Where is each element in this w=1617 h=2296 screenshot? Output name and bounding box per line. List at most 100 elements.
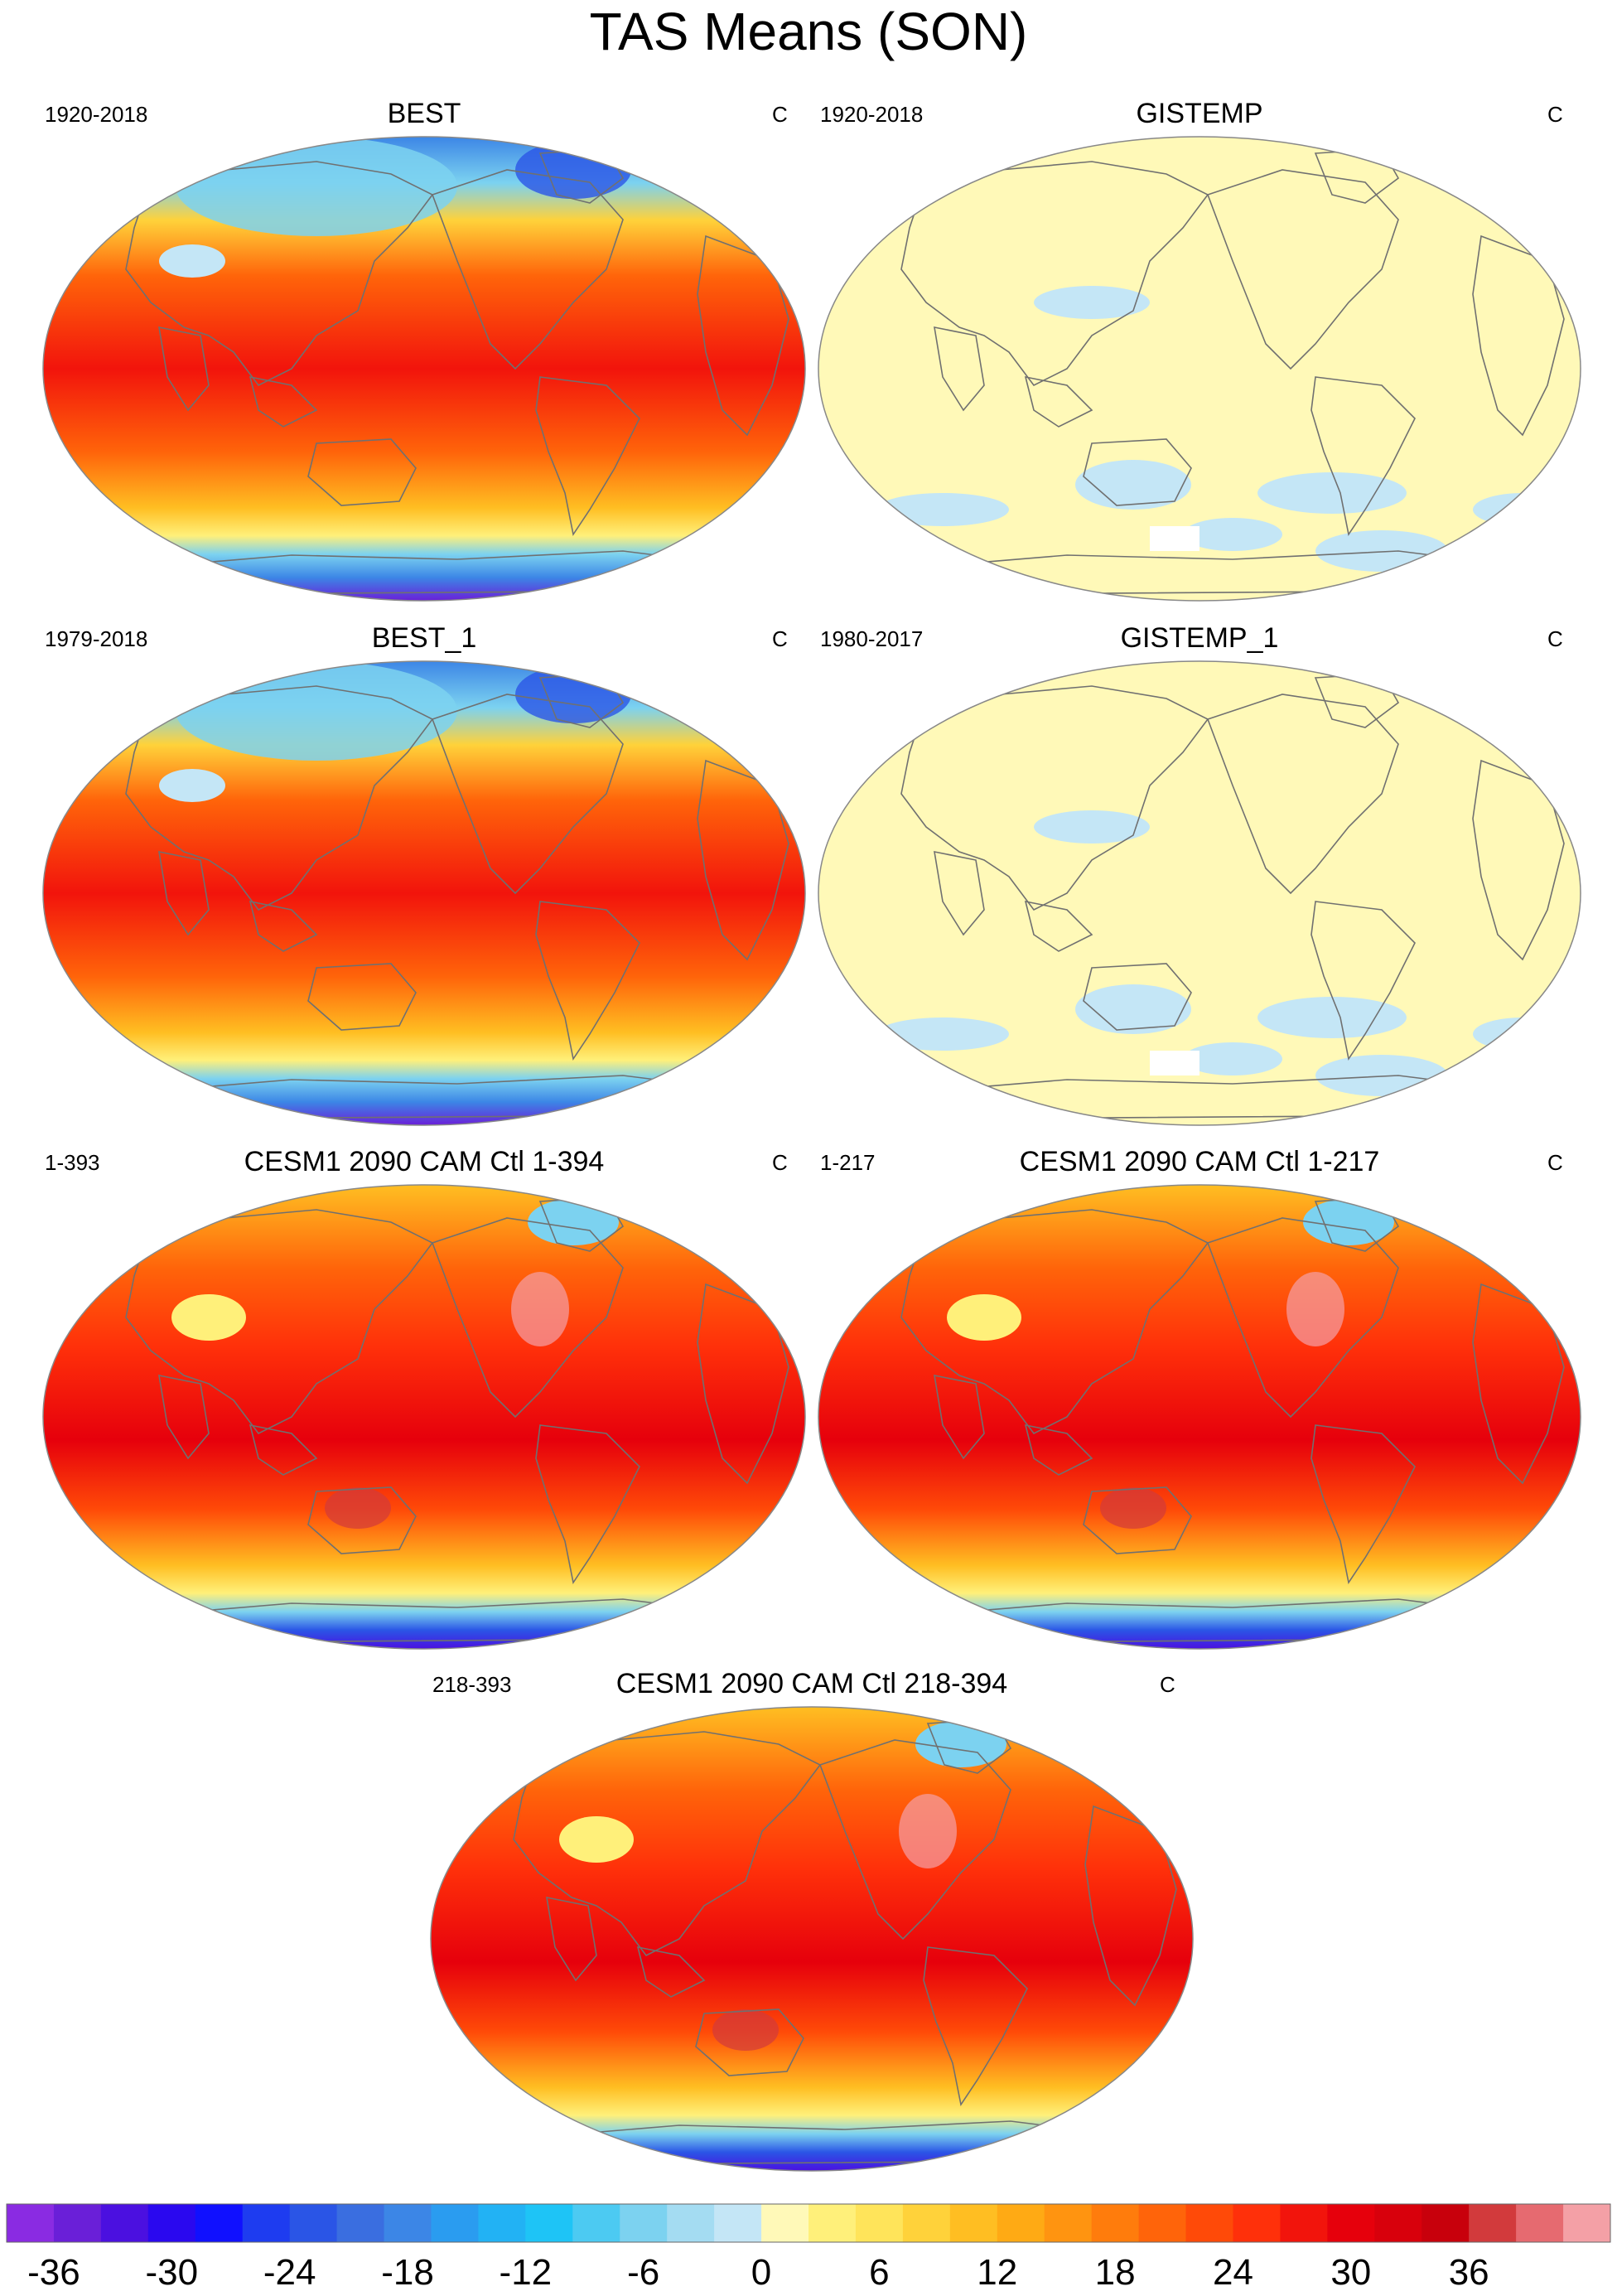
coastline-samerica: [923, 1946, 1028, 2107]
colorbar-swatch: [53, 2204, 102, 2242]
colorbar-swatch: [1516, 2204, 1564, 2242]
colorbar-tick-label: -12: [499, 2252, 553, 2293]
colorbar-swatch: [1374, 2204, 1422, 2242]
colorbar-tick-label: 0: [751, 2252, 772, 2293]
panel-units: C: [1160, 1672, 1175, 1697]
map-panel: GISTEMP_1 1980-2017 C: [818, 621, 1581, 1126]
coastline-seasia: [249, 375, 318, 428]
panel-title: CESM1 2090 CAM Ctl 1-217: [1019, 1146, 1380, 1177]
figure-title: TAS Means (SON): [589, 2, 1028, 61]
panel-title: GISTEMP_1: [1120, 622, 1279, 654]
coastline-samerica: [535, 901, 640, 1061]
colorbar-swatch: [1563, 2204, 1611, 2242]
colorbar-swatch: [1327, 2204, 1375, 2242]
panel-period: 1980-2017: [820, 626, 924, 651]
map-field: [818, 660, 1581, 1126]
coastline-seasia: [1024, 375, 1093, 428]
panel-period: 1920-2018: [820, 102, 924, 127]
colorbar-swatch: [620, 2204, 668, 2242]
map-field: [430, 1706, 1194, 2172]
map-field: [42, 1184, 806, 1650]
panel-period: 1-217: [820, 1150, 876, 1175]
coastline-namerica: [1206, 169, 1399, 370]
colorbar-swatch: [667, 2204, 715, 2242]
coastline-australia: [307, 963, 417, 1031]
map-panel: GISTEMP 1920-2018 C: [818, 97, 1581, 602]
colorbar-swatch: [1469, 2204, 1517, 2242]
coastline-india: [546, 1896, 597, 1982]
map-panel: BEST 1920-2018 C: [42, 97, 806, 602]
coastline-india: [158, 326, 210, 412]
colorbar-tick-label: 24: [1212, 2252, 1253, 2293]
coastline-namerica: [431, 694, 624, 895]
map-panel: CESM1 2090 CAM Ctl 1-394 1-393 C: [42, 1145, 806, 1650]
colorbar-tick-label: 12: [977, 2252, 1018, 2293]
map-panel: BEST_1 1979-2018 C: [42, 621, 806, 1126]
coastline-australia: [1083, 1486, 1192, 1554]
colorbar-tick-label: 18: [1094, 2252, 1136, 2293]
panel-title: CESM1 2090 CAM Ctl 1-394: [244, 1146, 605, 1177]
coastline-asia: [513, 1731, 822, 1957]
coastline-namerica: [1206, 694, 1399, 895]
colorbar-swatch: [572, 2204, 620, 2242]
coastline-namerica: [818, 1739, 1011, 1941]
map-field: [42, 660, 806, 1126]
coastline-australia: [307, 438, 417, 506]
coastline-australia: [695, 2008, 804, 2076]
coastline-india: [934, 326, 985, 412]
colorbar-swatch: [384, 2204, 432, 2242]
panel-units: C: [1547, 1150, 1563, 1175]
colorbar-swatch: [1233, 2204, 1281, 2242]
panel-units: C: [772, 102, 788, 127]
colorbar-tick-label: 36: [1448, 2252, 1489, 2293]
colorbar-swatch: [1185, 2204, 1233, 2242]
colorbar-tick-label: 6: [869, 2252, 890, 2293]
colorbar-swatch: [431, 2204, 479, 2242]
colorbar-swatch: [195, 2204, 244, 2242]
panel-period: 1920-2018: [45, 102, 148, 127]
coastline-seasia: [1024, 900, 1093, 952]
coastline-seasia: [636, 1946, 706, 1998]
colorbar-swatch: [289, 2204, 338, 2242]
colorbar-swatch: [525, 2204, 573, 2242]
coastline-australia: [307, 1486, 417, 1554]
coastline-asia: [125, 161, 434, 387]
colorbar-swatch: [714, 2204, 762, 2242]
map-field: [818, 1184, 1581, 1650]
colorbar-swatch: [147, 2204, 196, 2242]
colorbar-swatch: [1280, 2204, 1328, 2242]
colorbar-swatch: [478, 2204, 526, 2242]
colorbar-tick-label: 30: [1330, 2252, 1372, 2293]
colorbar-swatch: [1422, 2204, 1470, 2242]
coastline-samerica: [535, 376, 640, 537]
panel-period: 1-393: [45, 1150, 100, 1175]
coastline-samerica: [1310, 901, 1416, 1061]
colorbar-swatch: [242, 2204, 291, 2242]
panel-title: BEST: [387, 98, 461, 129]
colorbar-swatch: [1091, 2204, 1140, 2242]
coastline-asia: [125, 685, 434, 911]
colorbar-tick-label: -30: [145, 2252, 199, 2293]
panel-period: 1979-2018: [45, 626, 148, 651]
colorbar-swatch: [902, 2204, 951, 2242]
map-panel: CESM1 2090 CAM Ctl 218-394 218-393 C: [430, 1667, 1194, 2172]
coastline-asia: [900, 1209, 1209, 1435]
coastline-australia: [1083, 438, 1192, 506]
coastline-australia: [1083, 963, 1192, 1031]
colorbar: [6, 2203, 1611, 2243]
colorbar-tick-label: -24: [263, 2252, 316, 2293]
coastline-india: [934, 850, 985, 936]
colorbar-swatch: [949, 2204, 998, 2242]
colorbar-swatch: [336, 2204, 385, 2242]
coastline-india: [158, 1374, 210, 1460]
coastline-india: [934, 1374, 985, 1460]
coastline-samerica: [1310, 376, 1416, 537]
panel-title: BEST_1: [371, 622, 477, 654]
colorbar-tick-label: -18: [381, 2252, 434, 2293]
coastline-asia: [125, 1209, 434, 1435]
coastline-seasia: [1024, 1424, 1093, 1476]
map-panel: CESM1 2090 CAM Ctl 1-217 1-217 C: [818, 1145, 1581, 1650]
colorbar-swatch: [997, 2204, 1045, 2242]
colorbar-swatch: [7, 2204, 55, 2242]
colorbar-swatch: [855, 2204, 904, 2242]
